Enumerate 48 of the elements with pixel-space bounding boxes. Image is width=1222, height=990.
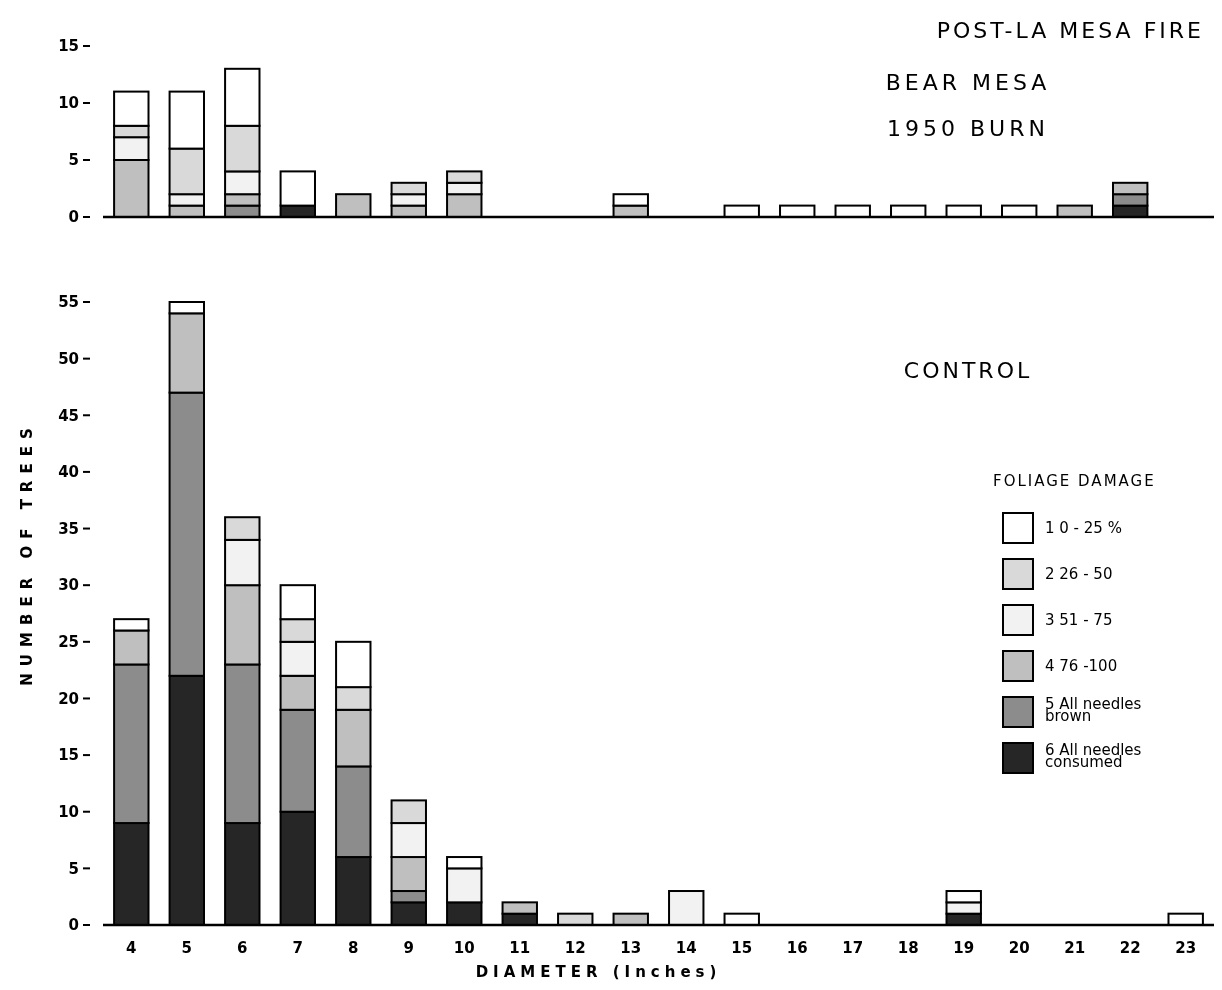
legend-label: 4 76 -100 (1045, 657, 1118, 676)
y-tick-label: 5 (68, 151, 79, 170)
x-tick-label: 17 (842, 939, 864, 957)
legend-label: 6 All needles consumed (1045, 740, 1142, 771)
text: CONTROL (903, 358, 1033, 383)
y-tick-label: 5 (68, 859, 79, 878)
x-tick-label: 7 (292, 939, 303, 957)
y-tick-label: 30 (58, 576, 79, 595)
y-tick-label: 55 (58, 293, 79, 312)
legend-label: 1 0 - 25 % (1045, 519, 1122, 538)
x-tick-label: 11 (509, 939, 531, 957)
y-tick-label: 35 (58, 519, 79, 538)
y-tick-label: 15 (58, 37, 79, 56)
legend-label: 3 51 - 75 (1045, 611, 1113, 630)
y-tick-label: 20 (58, 689, 79, 708)
x-tick-label: 13 (620, 939, 642, 957)
x-tick-label: 4 (126, 939, 137, 957)
y-tick-label: 10 (58, 94, 79, 113)
x-axis-title: DIAMETER (Inches) (475, 963, 722, 981)
text: BEAR MESA 1950 BURN (885, 70, 1051, 141)
x-tick-label: 9 (403, 939, 414, 957)
y-tick-label: 40 (58, 463, 79, 482)
legend-label: 5 All needles brown (1045, 694, 1142, 725)
legend-label: 2 26 - 50 (1045, 565, 1113, 584)
x-tick-label: 16 (786, 939, 808, 957)
y-tick-label: 0 (68, 208, 79, 227)
x-tick-label: 23 (1175, 939, 1197, 957)
y-tick-label: 50 (58, 349, 79, 368)
x-tick-label: 21 (1064, 939, 1086, 957)
x-tick-label: 14 (675, 939, 697, 957)
y-tick-label: 25 (58, 633, 79, 652)
y-tick-label: 0 (68, 916, 79, 935)
y-axis-title: NUMBER OF TREES (18, 421, 36, 686)
x-tick-label: 5 (181, 939, 193, 957)
legend-title: FOLIAGE DAMAGE (993, 472, 1156, 490)
y-tick-label: 15 (58, 746, 79, 765)
x-tick-label: 12 (564, 939, 586, 957)
x-tick-label: 19 (953, 939, 975, 957)
x-tick-label: 22 (1119, 939, 1141, 957)
x-tick-label: 18 (897, 939, 919, 957)
x-tick-label: 8 (348, 939, 359, 957)
x-tick-label: 15 (731, 939, 753, 957)
y-tick-label: 10 (58, 802, 79, 821)
y-tick-label: 45 (58, 406, 79, 425)
chart-title: POST-LA MESA FIRE (936, 18, 1204, 43)
x-tick-label: 6 (237, 939, 248, 957)
x-tick-label: 20 (1008, 939, 1030, 957)
x-tick-label: 10 (453, 939, 475, 957)
